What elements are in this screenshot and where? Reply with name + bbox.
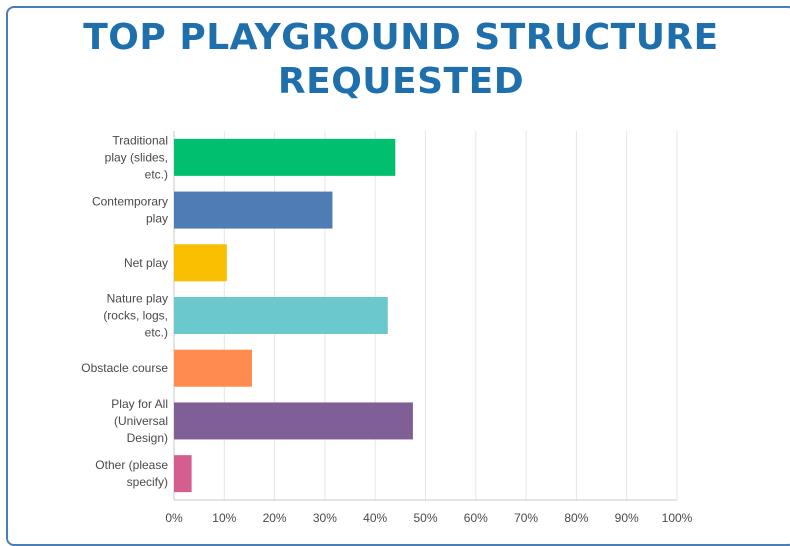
x-tick-label: 10% [212, 511, 236, 525]
category-label: Other (please specify) [95, 458, 168, 489]
category-label: Obstacle course [81, 361, 168, 375]
category-label: Traditional play (slides, etc.) [105, 133, 168, 181]
bar [174, 297, 388, 334]
x-tick-label: 40% [363, 511, 387, 525]
category-label: Net play [124, 256, 168, 270]
bar [174, 402, 413, 440]
bar [174, 455, 192, 493]
x-tick-label: 30% [313, 511, 337, 525]
bar [174, 191, 333, 229]
x-tick-label: 80% [564, 511, 588, 525]
bar [174, 349, 252, 387]
category-label: Contemporary play [92, 195, 168, 226]
x-tick-label: 60% [464, 511, 488, 525]
category-label: Nature play (rocks, logs, etc.) [103, 292, 168, 340]
category-label: Play for All (Universal Design) [111, 397, 168, 445]
x-tick-label: 90% [615, 511, 639, 525]
x-tick-label: 20% [263, 511, 287, 525]
x-tick-label: 50% [413, 511, 437, 525]
x-tick-label: 70% [514, 511, 538, 525]
chart-title: TOP PLAYGROUND STRUCTURE REQUESTED [83, 17, 719, 102]
x-tick-label: 100% [662, 511, 693, 525]
bar [174, 244, 227, 282]
x-tick-label: 0% [165, 511, 183, 525]
bar [174, 138, 396, 176]
